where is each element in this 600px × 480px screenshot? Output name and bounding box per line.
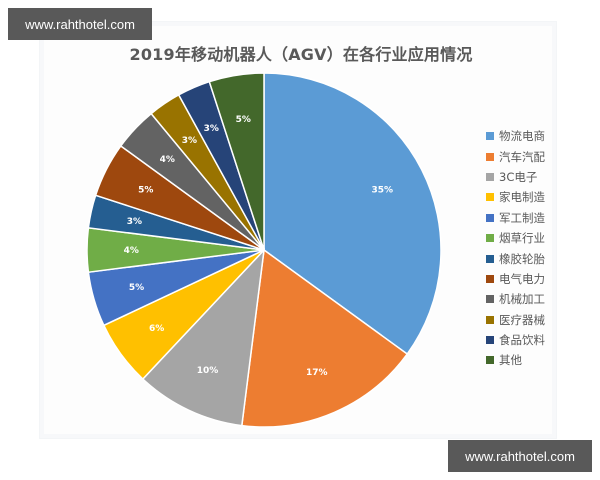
- legend-swatch-icon: [486, 254, 494, 263]
- pie-slice: [141, 247, 266, 427]
- legend-label: 烟草行业: [499, 231, 545, 246]
- legend-label: 电气电力: [499, 271, 545, 286]
- pie-labels: 35% 17% 10% 6% 5% 4% 3% 5% 4% 3% 3% 5%: [124, 115, 393, 378]
- legend-label: 汽车汽配: [499, 149, 545, 164]
- legend-swatch-icon: [486, 213, 494, 222]
- legend-swatch-icon: [486, 295, 494, 304]
- chart-title: 2019年移动机器人（AGV）在各行业应用情况: [129, 45, 473, 64]
- legend-label: 医疗器械: [499, 312, 545, 327]
- slice-label: 17%: [306, 368, 328, 378]
- legend-swatch-icon: [486, 193, 494, 202]
- pie-slice: [263, 72, 442, 356]
- slice-label: 5%: [138, 186, 153, 196]
- slice-label: 3%: [204, 124, 219, 134]
- legend-item: 其他: [486, 350, 596, 370]
- legend-swatch-icon: [486, 152, 494, 161]
- legend-swatch-icon: [486, 315, 494, 324]
- legend-label: 其他: [499, 353, 522, 368]
- chart-legend: 物流电商汽车汽配 3C电子家电制造军工制造烟草行业橡胶轮胎电气电力机械加工医疗器械…: [486, 126, 596, 371]
- watermark-top: www.rahthotel.com: [8, 8, 152, 40]
- legend-swatch-icon: [486, 132, 494, 141]
- legend-label: 家电制造: [499, 190, 545, 205]
- legend-swatch-icon: [486, 336, 494, 345]
- legend-swatch-icon: [486, 274, 494, 283]
- watermark-bottom: www.rahthotel.com: [448, 440, 592, 472]
- legend-item: 3C电子: [486, 167, 596, 187]
- slice-label: 5%: [129, 283, 144, 293]
- slice-label: 3%: [182, 136, 197, 146]
- legend-label: 3C电子: [499, 169, 538, 184]
- legend-label: 食品饮料: [499, 333, 545, 348]
- legend-item: 电气电力: [486, 269, 596, 289]
- legend-swatch-icon: [486, 356, 494, 365]
- legend-item: 烟草行业: [486, 228, 596, 248]
- pie-slice: [208, 72, 265, 251]
- legend-swatch-icon: [486, 234, 494, 243]
- slice-label: 35%: [372, 186, 394, 196]
- legend-item: 汽车汽配: [486, 146, 596, 166]
- legend-item: 橡胶轮胎: [486, 248, 596, 268]
- slice-label: 4%: [160, 155, 175, 165]
- legend-item: 机械加工: [486, 289, 596, 309]
- pie-slice: [240, 248, 409, 428]
- legend-item: 物流电商: [486, 126, 596, 146]
- legend-item: 食品饮料: [486, 330, 596, 350]
- legend-item: 军工制造: [486, 208, 596, 228]
- slice-label: 6%: [149, 324, 164, 334]
- legend-item: 家电制造: [486, 187, 596, 207]
- slice-label: 4%: [124, 246, 139, 256]
- legend-label: 机械加工: [499, 292, 545, 307]
- slice-label: 3%: [127, 217, 142, 227]
- slice-label: 5%: [236, 115, 251, 125]
- pie-slices: [86, 72, 442, 428]
- legend-label: 橡胶轮胎: [499, 251, 545, 266]
- legend-item: 医疗器械: [486, 310, 596, 330]
- legend-swatch-icon: [486, 172, 494, 181]
- legend-label: 物流电商: [499, 129, 545, 144]
- slice-label: 10%: [197, 366, 219, 376]
- legend-label: 军工制造: [499, 210, 545, 225]
